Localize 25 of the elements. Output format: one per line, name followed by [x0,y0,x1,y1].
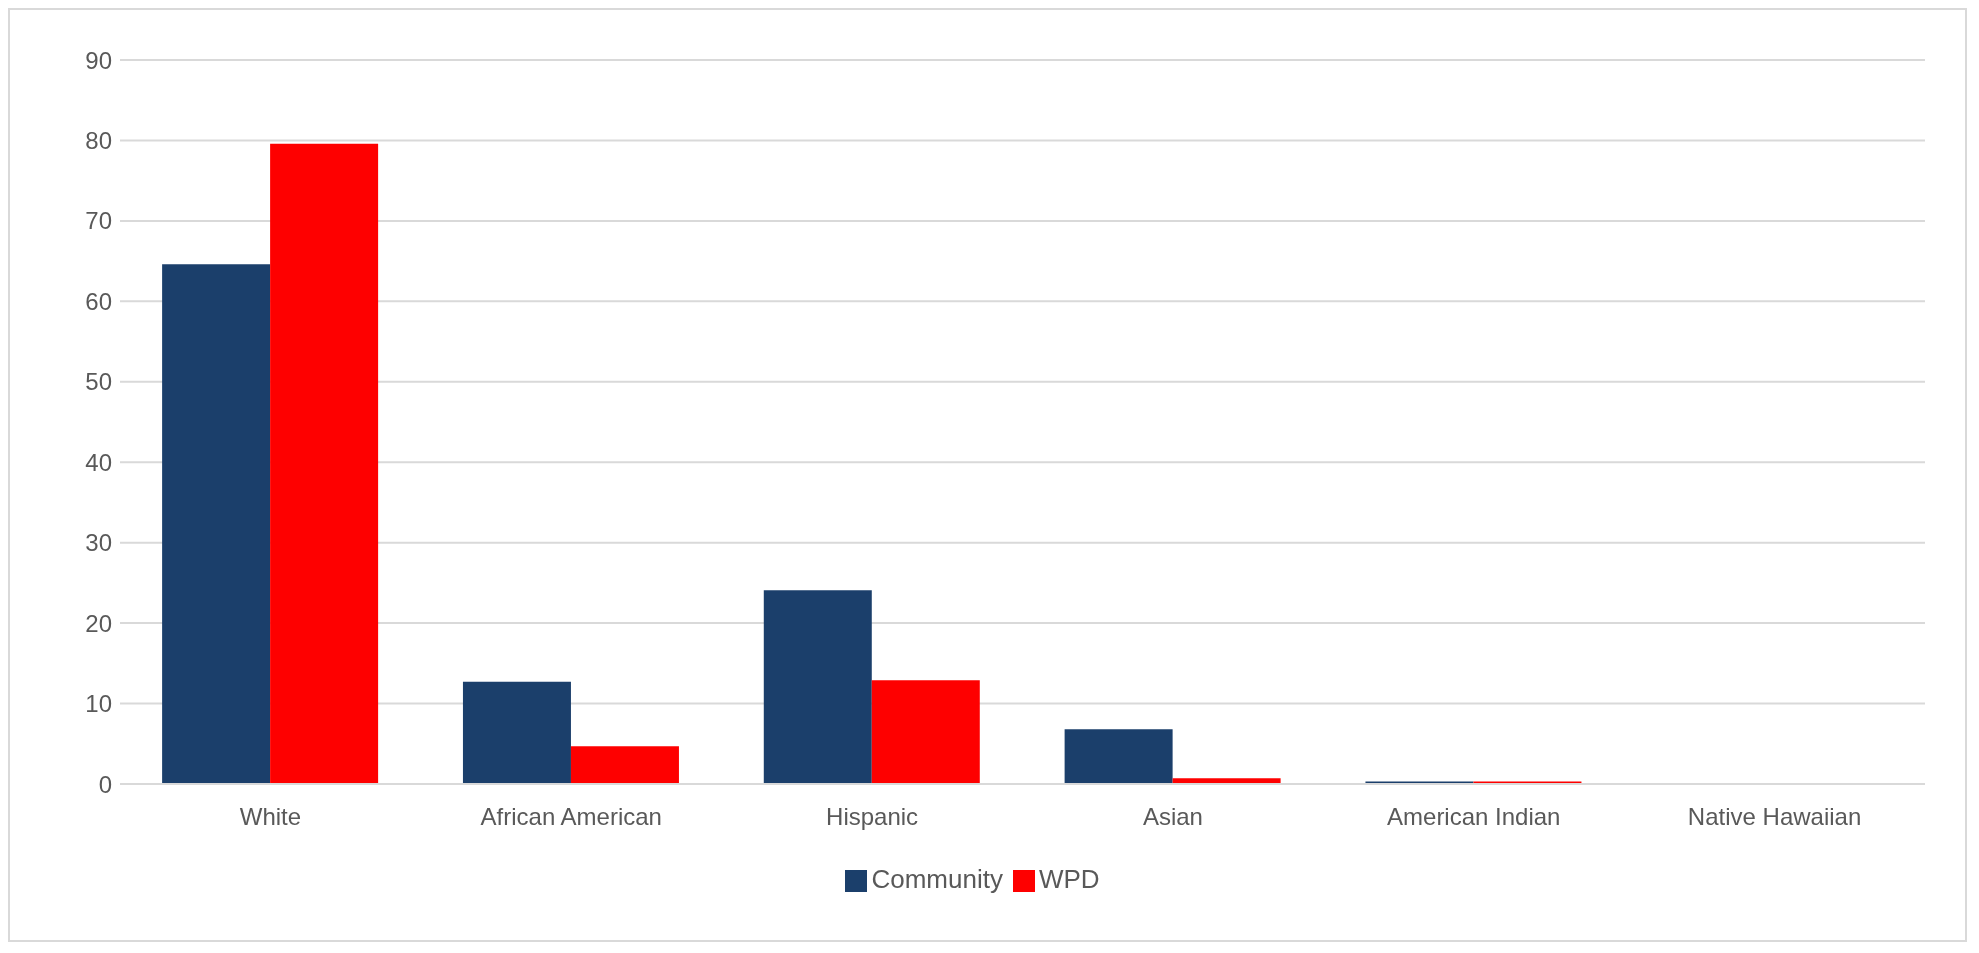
bar [1064,729,1173,784]
y-tick-label: 20 [85,609,112,637]
x-tick-label: American Indian [1387,803,1561,831]
x-tick-label: African American [480,803,662,831]
y-tick-label: 0 [98,770,112,798]
bar [162,264,271,784]
x-tick-label: White [239,803,302,831]
y-tick-label: 50 [85,368,112,396]
bar [570,746,679,784]
y-tick-label: 40 [85,448,112,476]
y-tick-label: 80 [85,126,112,154]
legend-label: Community [871,864,1003,894]
x-tick-label: Native Hawaiian [1687,803,1862,831]
bar [270,143,379,784]
bar [871,680,980,784]
bar [763,590,872,784]
y-tick-label: 90 [85,46,112,74]
y-tick-label: 60 [85,287,112,315]
x-tick-label: Asian [1142,803,1203,831]
legend-label: WPD [1038,864,1100,894]
y-tick-label: 10 [85,690,112,718]
y-tick-label: 30 [85,529,112,557]
x-tick-label: Hispanic [826,803,919,831]
y-tick-label: 70 [85,207,112,235]
bar [462,681,571,784]
